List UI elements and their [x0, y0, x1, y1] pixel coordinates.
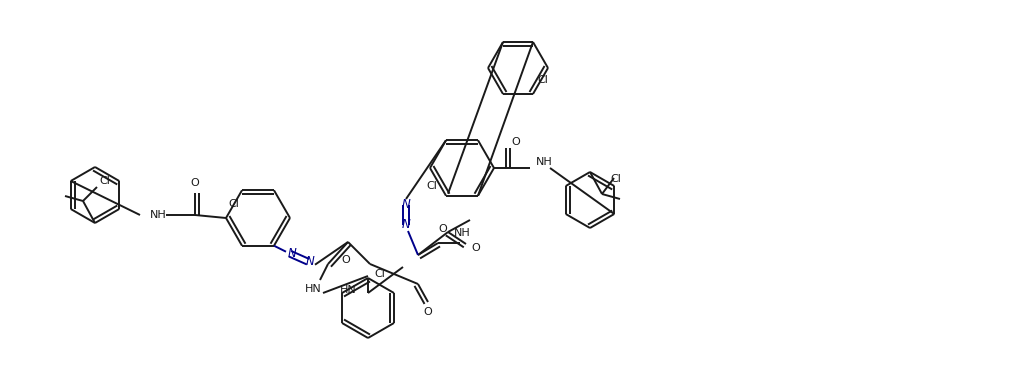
Text: Cl: Cl: [100, 176, 110, 186]
Text: HN: HN: [304, 284, 322, 294]
Text: O: O: [342, 255, 350, 265]
Text: Cl: Cl: [538, 75, 548, 85]
Text: NH: NH: [536, 157, 552, 167]
Text: Cl: Cl: [229, 199, 240, 209]
Text: N: N: [401, 199, 410, 211]
Text: O: O: [512, 137, 521, 147]
Text: N: N: [305, 255, 314, 268]
Text: O: O: [424, 307, 432, 317]
Text: N: N: [401, 218, 410, 232]
Text: Cl: Cl: [375, 269, 386, 279]
Text: O: O: [472, 243, 480, 253]
Text: N: N: [288, 247, 296, 260]
Text: NH: NH: [150, 210, 166, 220]
Text: O: O: [191, 178, 199, 188]
Text: Cl: Cl: [611, 174, 622, 184]
Text: Cl: Cl: [427, 181, 437, 191]
Text: HN: HN: [340, 285, 356, 295]
Text: NH: NH: [453, 228, 471, 238]
Text: O: O: [439, 224, 447, 234]
